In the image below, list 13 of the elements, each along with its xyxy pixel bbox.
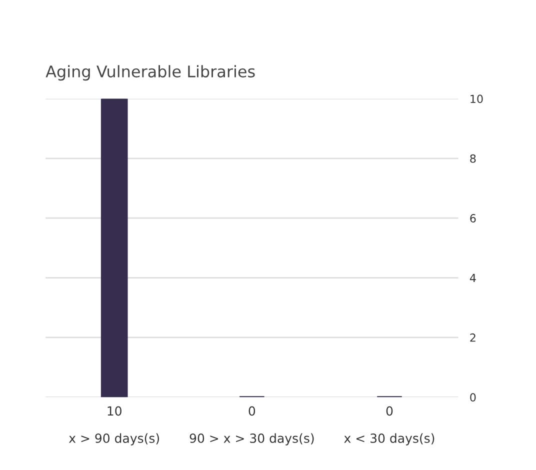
data-label: 10 [108,406,122,416]
x-tick-label: x > 90 days(s) [68,433,160,446]
y-tick-label: 10 [470,94,483,104]
x-tick-label: x < 30 days(s) [344,433,434,446]
x-tick-label: 90 > x > 30 days(s) [190,433,314,446]
data-label: 0 [248,406,256,416]
data-label: 0 [386,406,393,416]
y-tick-label: 4 [470,274,476,282]
y-tick-label: 0 [470,393,476,402]
chart-title: Aging Vulnerable Libraries [46,65,255,81]
y-tick-label: 2 [470,333,476,342]
y-tick-label: 6 [470,214,476,222]
y-tick-label: 8 [470,154,476,163]
